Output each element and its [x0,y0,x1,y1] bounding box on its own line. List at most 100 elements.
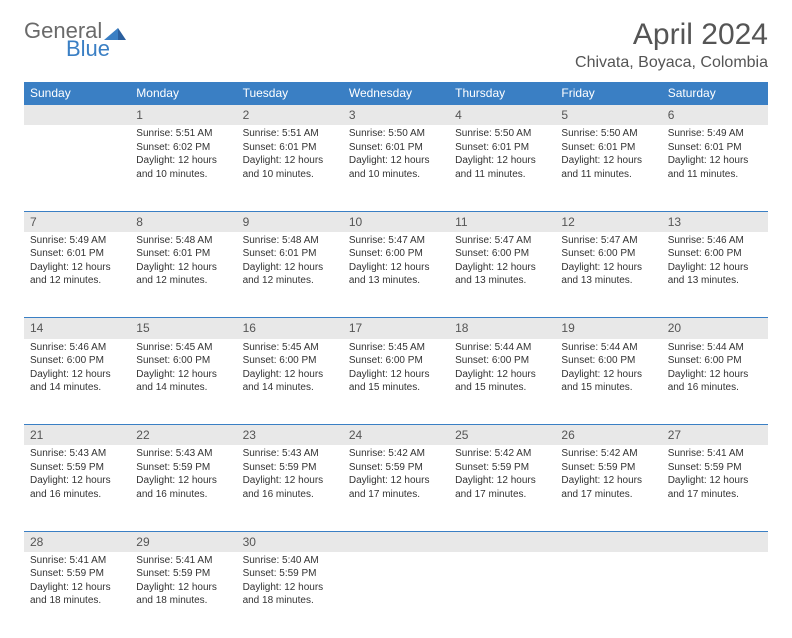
day-header: Monday [130,82,236,105]
calendar-cell: Sunrise: 5:42 AMSunset: 5:59 PMDaylight:… [555,445,661,531]
daylight-text: Daylight: 12 hours [136,261,230,275]
sunrise-text: Sunrise: 5:47 AM [561,234,655,248]
day-number: 13 [662,212,768,232]
daylight-text: and 15 minutes. [455,381,549,395]
day-number: 4 [449,105,555,125]
calendar-cell: Sunrise: 5:44 AMSunset: 6:00 PMDaylight:… [662,339,768,425]
day-number-cell: 18 [449,318,555,339]
day-number [662,532,768,536]
day-number-cell: 16 [237,318,343,339]
day-number-cell: 22 [130,425,236,446]
calendar-cell [555,552,661,638]
day-number-cell: 30 [237,531,343,552]
month-title: April 2024 [575,18,768,52]
daylight-text: and 11 minutes. [455,168,549,182]
daylight-text: Daylight: 12 hours [668,261,762,275]
sunrise-text: Sunrise: 5:47 AM [349,234,443,248]
day-header: Thursday [449,82,555,105]
daylight-text: Daylight: 12 hours [561,154,655,168]
day-number-cell: 5 [555,105,661,126]
daylight-text: and 15 minutes. [349,381,443,395]
sunset-text: Sunset: 5:59 PM [136,461,230,475]
sunset-text: Sunset: 6:00 PM [561,247,655,261]
calendar-cell: Sunrise: 5:44 AMSunset: 6:00 PMDaylight:… [555,339,661,425]
calendar-cell: Sunrise: 5:48 AMSunset: 6:01 PMDaylight:… [130,232,236,318]
day-number [555,532,661,536]
sunset-text: Sunset: 6:01 PM [455,141,549,155]
calendar-cell: Sunrise: 5:43 AMSunset: 5:59 PMDaylight:… [24,445,130,531]
day-number-cell [24,105,130,126]
sunrise-text: Sunrise: 5:43 AM [30,447,124,461]
daylight-text: Daylight: 12 hours [668,154,762,168]
day-number-cell: 6 [662,105,768,126]
day-number: 24 [343,425,449,445]
sunset-text: Sunset: 5:59 PM [455,461,549,475]
calendar-cell [343,552,449,638]
day-number-cell: 21 [24,425,130,446]
calendar-cell: Sunrise: 5:42 AMSunset: 5:59 PMDaylight:… [449,445,555,531]
day-number-cell: 9 [237,211,343,232]
day-number: 6 [662,105,768,125]
day-number-cell [662,531,768,552]
calendar-cell: Sunrise: 5:47 AMSunset: 6:00 PMDaylight:… [555,232,661,318]
day-number-cell [343,531,449,552]
daylight-text: and 13 minutes. [455,274,549,288]
daylight-text: and 10 minutes. [243,168,337,182]
calendar-cell: Sunrise: 5:50 AMSunset: 6:01 PMDaylight:… [343,125,449,211]
day-number: 3 [343,105,449,125]
calendar-cell: Sunrise: 5:50 AMSunset: 6:01 PMDaylight:… [449,125,555,211]
day-number-cell: 11 [449,211,555,232]
sunrise-text: Sunrise: 5:46 AM [668,234,762,248]
sunrise-text: Sunrise: 5:48 AM [243,234,337,248]
daylight-text: Daylight: 12 hours [243,581,337,595]
sunrise-text: Sunrise: 5:44 AM [561,341,655,355]
sunset-text: Sunset: 5:59 PM [243,461,337,475]
daylight-text: Daylight: 12 hours [561,261,655,275]
day-number: 1 [130,105,236,125]
daylight-text: Daylight: 12 hours [455,154,549,168]
daylight-text: Daylight: 12 hours [455,261,549,275]
calendar-cell: Sunrise: 5:46 AMSunset: 6:00 PMDaylight:… [662,232,768,318]
calendar-cell: Sunrise: 5:50 AMSunset: 6:01 PMDaylight:… [555,125,661,211]
day-number-cell: 29 [130,531,236,552]
sunrise-text: Sunrise: 5:42 AM [349,447,443,461]
sunset-text: Sunset: 6:00 PM [136,354,230,368]
sunset-text: Sunset: 5:59 PM [561,461,655,475]
day-number: 25 [449,425,555,445]
sunset-text: Sunset: 6:00 PM [668,354,762,368]
daylight-text: Daylight: 12 hours [30,261,124,275]
sunset-text: Sunset: 6:00 PM [243,354,337,368]
day-number: 8 [130,212,236,232]
day-header: Saturday [662,82,768,105]
day-number-cell: 12 [555,211,661,232]
day-number-cell: 24 [343,425,449,446]
sunset-text: Sunset: 5:59 PM [349,461,443,475]
sunrise-text: Sunrise: 5:50 AM [455,127,549,141]
daylight-text: Daylight: 12 hours [349,368,443,382]
sunrise-text: Sunrise: 5:44 AM [455,341,549,355]
calendar-cell: Sunrise: 5:41 AMSunset: 5:59 PMDaylight:… [24,552,130,638]
sunset-text: Sunset: 5:59 PM [243,567,337,581]
sunrise-text: Sunrise: 5:45 AM [136,341,230,355]
sunset-text: Sunset: 6:01 PM [136,247,230,261]
daylight-text: Daylight: 12 hours [455,474,549,488]
calendar-cell: Sunrise: 5:48 AMSunset: 6:01 PMDaylight:… [237,232,343,318]
daylight-text: and 17 minutes. [668,488,762,502]
sunset-text: Sunset: 6:01 PM [243,247,337,261]
day-number [343,532,449,536]
calendar-cell: Sunrise: 5:43 AMSunset: 5:59 PMDaylight:… [237,445,343,531]
day-header: Friday [555,82,661,105]
calendar-cell: Sunrise: 5:49 AMSunset: 6:01 PMDaylight:… [24,232,130,318]
calendar-cell: Sunrise: 5:43 AMSunset: 5:59 PMDaylight:… [130,445,236,531]
day-number: 30 [237,532,343,552]
daylight-text: Daylight: 12 hours [136,154,230,168]
calendar-cell: Sunrise: 5:46 AMSunset: 6:00 PMDaylight:… [24,339,130,425]
sunrise-text: Sunrise: 5:42 AM [455,447,549,461]
day-number-cell: 10 [343,211,449,232]
day-number: 21 [24,425,130,445]
sunrise-text: Sunrise: 5:41 AM [30,554,124,568]
sunset-text: Sunset: 6:00 PM [561,354,655,368]
daylight-text: Daylight: 12 hours [30,368,124,382]
calendar-cell: Sunrise: 5:51 AMSunset: 6:02 PMDaylight:… [130,125,236,211]
day-number: 23 [237,425,343,445]
